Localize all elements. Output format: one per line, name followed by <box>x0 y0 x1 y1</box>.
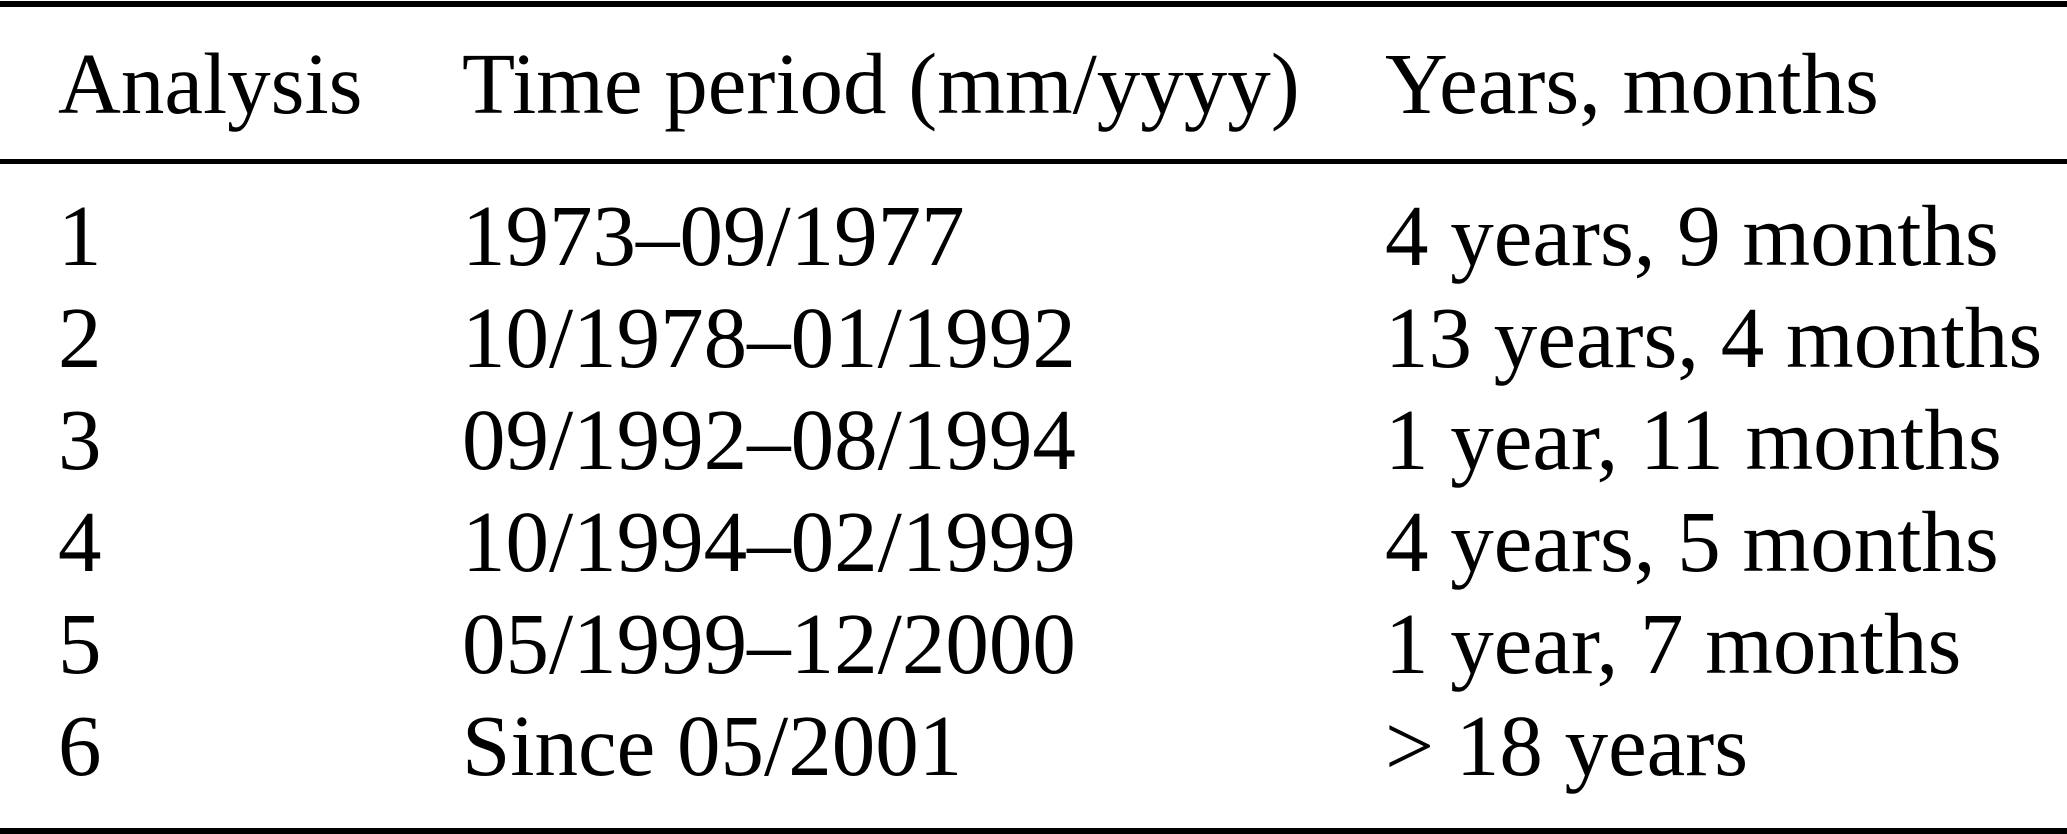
cell-analysis: 5 <box>58 594 102 692</box>
table-body: 1 1973–09/1977 4 years, 9 months 2 10/19… <box>0 162 2067 832</box>
table-row: 2 10/1978–01/1992 13 years, 4 months <box>0 286 2067 388</box>
table-row: 5 05/1999–12/2000 1 year, 7 months <box>0 592 2067 694</box>
cell-period: 09/1992–08/1994 <box>462 390 1076 488</box>
cell-period: 05/1999–12/2000 <box>462 594 1076 692</box>
column-header-analysis: Analysis <box>0 4 462 164</box>
cell-period: Since 05/2001 <box>462 696 963 794</box>
table-row: 6 Since 05/2001 > 18 years <box>0 694 2067 831</box>
cell-analysis: 1 <box>58 186 102 284</box>
cell-period: 10/1978–01/1992 <box>462 288 1076 386</box>
cell-duration: 4 years, 5 months <box>1385 492 1999 590</box>
cell-analysis: 4 <box>58 492 102 590</box>
cell-analysis: 2 <box>58 288 102 386</box>
cell-duration: 13 years, 4 months <box>1385 288 2043 386</box>
cell-analysis: 6 <box>58 696 102 794</box>
table-row: 3 09/1992–08/1994 1 year, 11 months <box>0 388 2067 490</box>
header-row: Analysis Time period (mm/yyyy) Years, mo… <box>0 4 2067 164</box>
cell-duration: 1 year, 7 months <box>1385 594 1962 692</box>
cell-duration: 1 year, 11 months <box>1385 390 2002 488</box>
cell-period: 10/1994–02/1999 <box>462 492 1076 590</box>
table-row: 4 10/1994–02/1999 4 years, 5 months <box>0 490 2067 592</box>
column-header-years-months: Years, months <box>1385 4 2067 164</box>
cell-duration: 4 years, 9 months <box>1385 186 1999 284</box>
column-header-time-period: Time period (mm/yyyy) <box>462 4 1385 164</box>
table-row: 1 1973–09/1977 4 years, 9 months <box>0 162 2067 287</box>
cell-analysis: 3 <box>58 390 102 488</box>
cell-period: 1973–09/1977 <box>462 186 965 284</box>
table-header: Analysis Time period (mm/yyyy) Years, mo… <box>0 4 2067 164</box>
cell-duration: > 18 years <box>1385 696 1749 794</box>
